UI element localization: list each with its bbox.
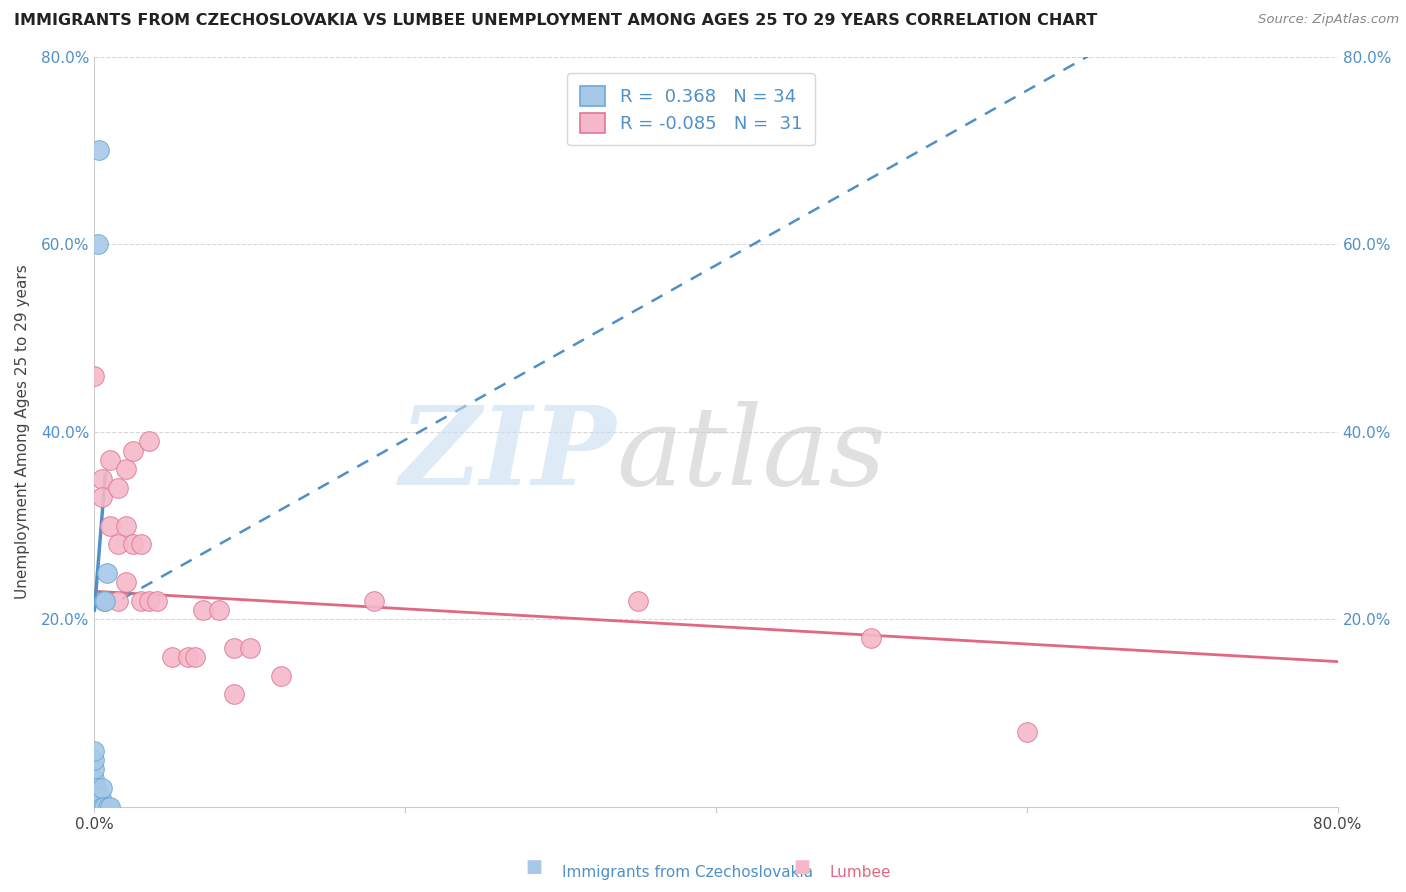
Point <box>184 649 207 664</box>
Point <box>122 443 145 458</box>
Point <box>90 790 112 805</box>
Point <box>83 800 105 814</box>
Point <box>129 593 152 607</box>
Point <box>83 763 105 777</box>
Point <box>107 481 129 495</box>
Text: Lumbee: Lumbee <box>830 865 891 880</box>
Point <box>84 800 107 814</box>
Point <box>145 593 167 607</box>
Point <box>83 744 105 758</box>
Point <box>83 790 105 805</box>
Point <box>138 434 160 449</box>
Point <box>83 368 105 383</box>
Point <box>1015 725 1038 739</box>
Legend: R =  0.368   N = 34, R = -0.085   N =  31: R = 0.368 N = 34, R = -0.085 N = 31 <box>568 73 815 145</box>
Point <box>627 593 650 607</box>
Point <box>89 800 111 814</box>
Point <box>98 453 121 467</box>
Point <box>83 772 105 786</box>
Point <box>860 631 883 645</box>
Point <box>122 537 145 551</box>
Text: Immigrants from Czechoslovakia: Immigrants from Czechoslovakia <box>562 865 814 880</box>
Text: ■: ■ <box>793 858 810 876</box>
Point <box>98 518 121 533</box>
Point <box>93 593 115 607</box>
Text: ZIP: ZIP <box>399 401 617 508</box>
Point <box>224 640 246 655</box>
Point <box>89 144 111 158</box>
Point <box>107 537 129 551</box>
Point <box>86 237 108 252</box>
Point <box>96 566 118 580</box>
Text: IMMIGRANTS FROM CZECHOSLOVAKIA VS LUMBEE UNEMPLOYMENT AMONG AGES 25 TO 29 YEARS : IMMIGRANTS FROM CZECHOSLOVAKIA VS LUMBEE… <box>14 13 1097 29</box>
Point <box>98 800 121 814</box>
Point <box>86 800 108 814</box>
Point <box>224 688 246 702</box>
Point <box>91 491 114 505</box>
Point <box>160 649 183 664</box>
Point <box>89 800 111 814</box>
Point <box>83 790 105 805</box>
Text: atlas: atlas <box>617 401 886 508</box>
Point <box>270 668 292 682</box>
Point <box>114 518 136 533</box>
Point <box>208 603 231 617</box>
Point <box>363 593 385 607</box>
Point <box>129 537 152 551</box>
Y-axis label: Unemployment Among Ages 25 to 29 years: Unemployment Among Ages 25 to 29 years <box>15 264 30 599</box>
Point <box>84 800 107 814</box>
Point <box>177 649 200 664</box>
Text: Source: ZipAtlas.com: Source: ZipAtlas.com <box>1258 13 1399 27</box>
Point <box>83 781 105 796</box>
Text: ■: ■ <box>526 858 543 876</box>
Point <box>193 603 215 617</box>
Point <box>107 593 129 607</box>
Point <box>239 640 262 655</box>
Point <box>83 781 105 796</box>
Point <box>91 800 114 814</box>
Point <box>83 800 105 814</box>
Point <box>138 593 160 607</box>
Point <box>93 800 115 814</box>
Point <box>83 753 105 767</box>
Point <box>86 800 108 814</box>
Point <box>91 472 114 486</box>
Point <box>83 800 105 814</box>
Point <box>94 593 117 607</box>
Point <box>114 574 136 589</box>
Point <box>91 781 114 796</box>
Point <box>84 781 107 796</box>
Point <box>86 790 108 805</box>
Point <box>97 800 120 814</box>
Point <box>114 462 136 476</box>
Point <box>83 800 105 814</box>
Point <box>90 800 112 814</box>
Point <box>84 790 107 805</box>
Point <box>83 800 105 814</box>
